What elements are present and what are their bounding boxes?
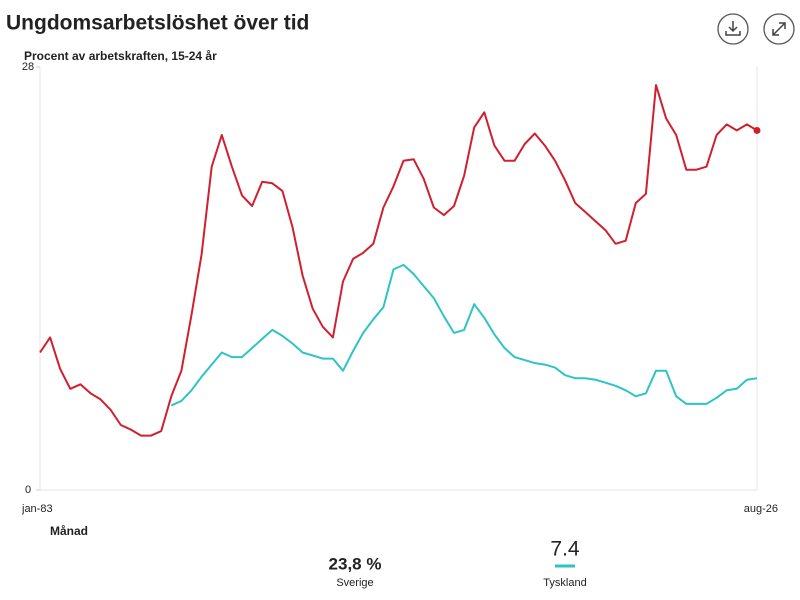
- chart-subtitle: Procent av arbetskraften, 15-24 år: [24, 49, 217, 63]
- expand-button[interactable]: [763, 13, 795, 45]
- last-point: [753, 126, 761, 134]
- download-button[interactable]: [717, 13, 749, 45]
- legend-label: Sverige: [336, 577, 373, 589]
- legend-value: 23,8 %: [329, 554, 382, 573]
- legend-label: Tyskland: [543, 577, 586, 589]
- legend-value: 7.4: [550, 538, 580, 561]
- y-tick-label: 28: [22, 61, 34, 73]
- y-tick-label: 0: [25, 484, 31, 496]
- x-tick-label: aug-26: [744, 503, 778, 515]
- x-tick-label: jan-83: [21, 503, 53, 515]
- series-line: [170, 263, 758, 407]
- series-line: [39, 84, 758, 437]
- chart-title: Ungdomsarbetslöshet över tid: [6, 12, 309, 35]
- x-axis-label: Månad: [50, 524, 88, 538]
